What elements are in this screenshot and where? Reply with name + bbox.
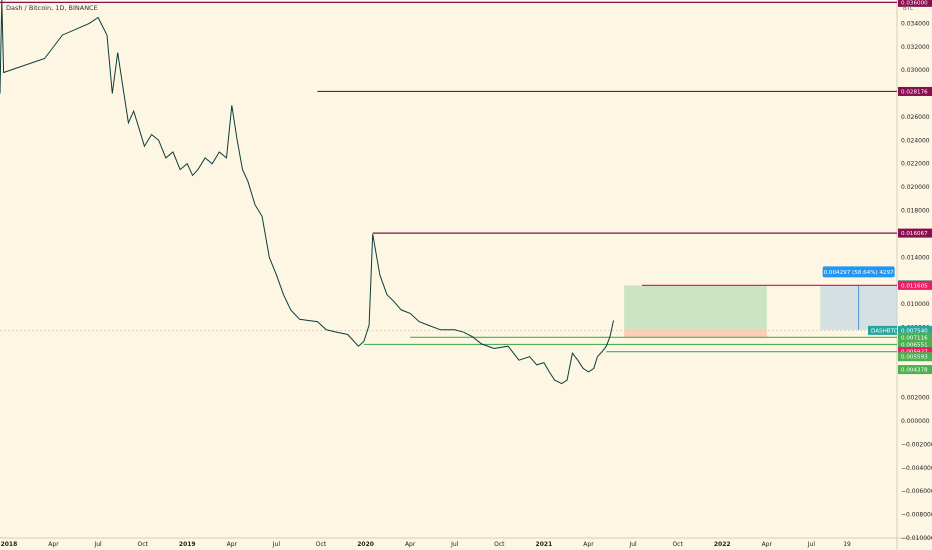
price-tag-bg [898, 280, 932, 290]
stop-zone [624, 329, 767, 337]
price-tag-bg [898, 332, 932, 342]
price-tag-bg [898, 339, 932, 349]
y-tick-label: 0.034000 [901, 20, 930, 27]
y-tick-label: 0.010000 [901, 301, 930, 308]
y-tick-label: 0.022000 [901, 161, 930, 168]
y-tick-label: −0.008000 [901, 512, 932, 519]
x-tick-label: Jul [807, 541, 816, 548]
x-tick-label: Apr [583, 541, 594, 548]
x-tick-label: Jul [450, 541, 459, 548]
x-tick-label: Apr [405, 541, 416, 548]
y-tick-label: −0.002000 [901, 441, 932, 448]
target-zone [624, 285, 767, 330]
x-tick-label: Apr [227, 541, 238, 548]
x-tick-label: 2018 [1, 541, 18, 548]
measure-label-bg [822, 266, 895, 278]
y-tick-label: −0.006000 [901, 488, 932, 495]
measure-label: 0.004297 (58.64%) 4297 [824, 270, 895, 276]
y-tick-label: 0.020000 [901, 184, 930, 191]
x-tick-label: Oct [137, 541, 148, 548]
y-tick-label: 0.000000 [901, 418, 930, 425]
y-tick-label: 0.014000 [901, 254, 930, 261]
y-tick-label: 0.024000 [901, 137, 930, 144]
axis-unit-label: BTC [903, 6, 914, 12]
chart-title: Dash / Bitcoin, 1D, BINANCE [6, 4, 98, 12]
x-tick-label: Jul [93, 541, 102, 548]
y-tick-label: 0.032000 [901, 44, 930, 51]
x-tick-label: 2021 [536, 541, 553, 548]
price-tag-bg [898, 86, 932, 96]
price-tag-bg [898, 347, 932, 357]
price-tag-label: 0.007116 [901, 335, 928, 341]
price-tag-label: 0.007540 [901, 328, 928, 334]
y-tick-label: −0.004000 [901, 465, 932, 472]
x-tick-label: Jul [628, 541, 637, 548]
x-tick-label: Oct [672, 541, 683, 548]
price-tag-label: 0.004378 [901, 368, 928, 374]
price-tag-label: 0.036000 [901, 0, 928, 6]
x-tick-label: Oct [494, 541, 505, 548]
symbol-tag-label: DASHBTC [871, 328, 898, 334]
x-tick-label: Apr [48, 541, 59, 548]
y-tick-label: 0.030000 [901, 67, 930, 74]
y-tick-label: −0.010000 [901, 535, 932, 542]
symbol-tag-bg [868, 325, 897, 335]
y-tick-label: 0.026000 [901, 114, 930, 121]
x-tick-label: Oct [316, 541, 327, 548]
price-tag-bg [898, 228, 932, 238]
price-series-line [0, 0, 614, 385]
y-tick-label: 0.018000 [901, 208, 930, 215]
x-tick-label: 19 [843, 541, 851, 548]
price-tag-label: 0.005593 [901, 355, 928, 361]
price-tag-label: 0.016067 [901, 231, 928, 237]
price-tag-label: 0.028176 [901, 89, 928, 95]
x-tick-label: 2020 [357, 541, 374, 548]
price-tag-label: 0.006551 [901, 342, 928, 348]
price-tag-bg [898, 325, 932, 335]
x-tick-label: 2022 [714, 541, 731, 548]
x-tick-label: Jul [272, 541, 281, 548]
y-tick-label: 0.002000 [901, 395, 930, 402]
x-tick-label: 2019 [179, 541, 196, 548]
x-tick-label: Apr [762, 541, 773, 548]
price-tag-bg [898, 352, 932, 362]
price-tag-label: 0.011605 [901, 283, 928, 289]
price-tag-bg [898, 365, 932, 375]
price-tag-bg [898, 0, 932, 7]
